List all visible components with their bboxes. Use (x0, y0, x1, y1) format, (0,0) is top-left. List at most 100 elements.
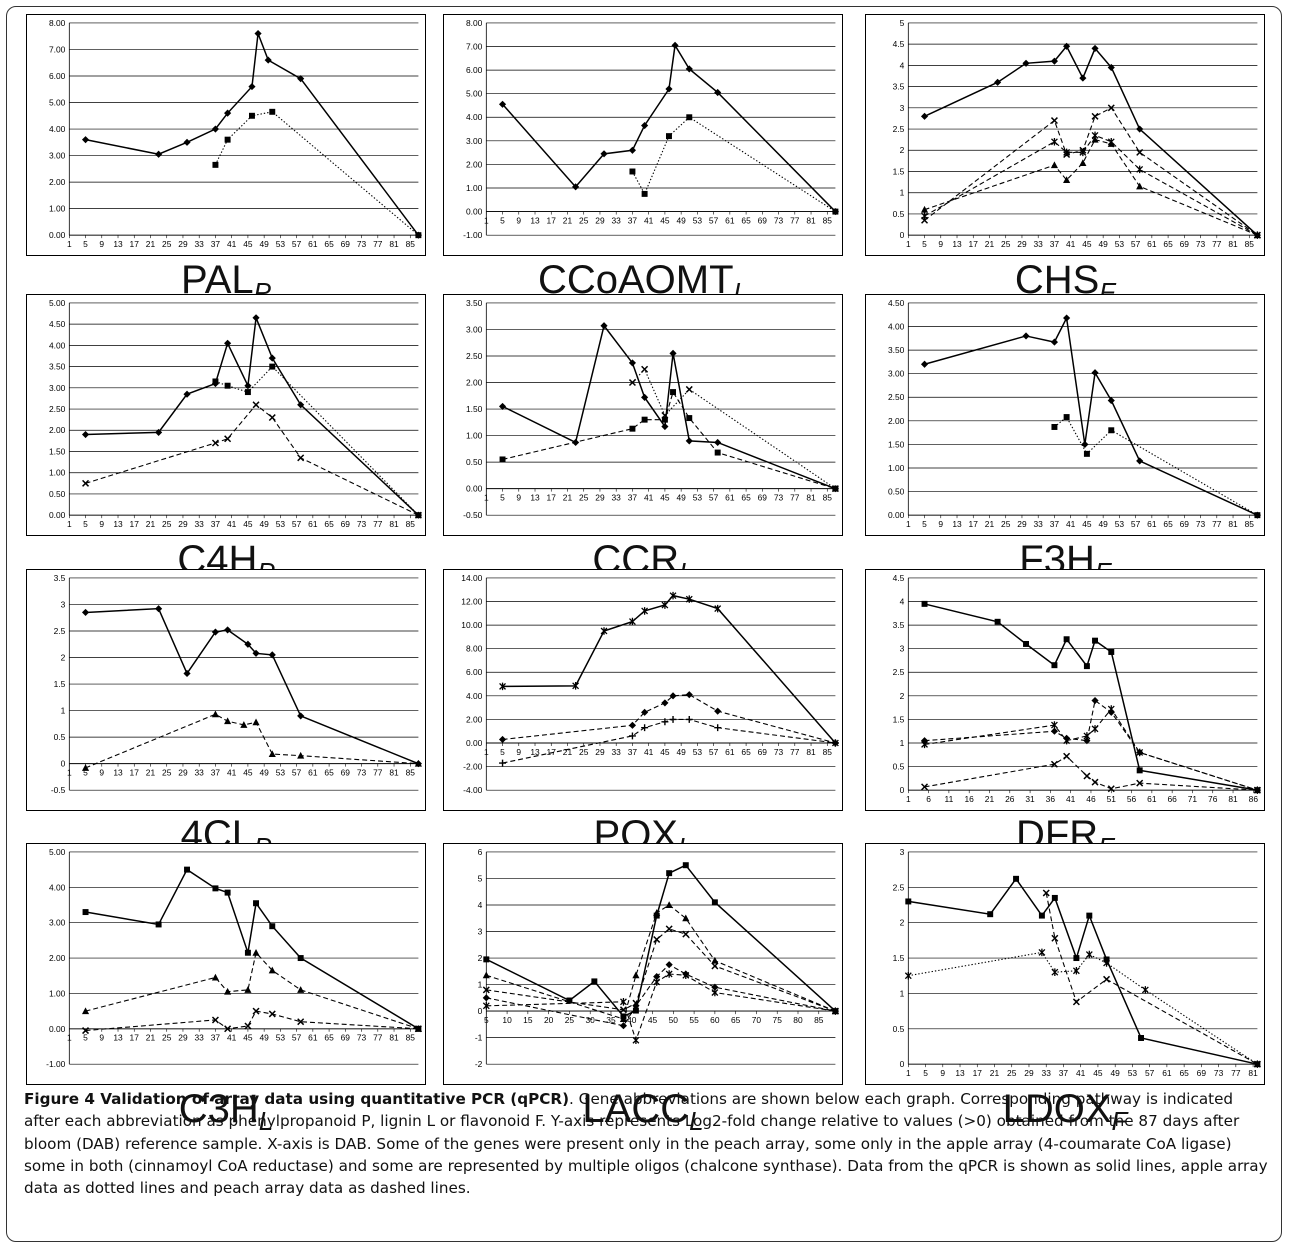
data-point (711, 956, 719, 964)
y-tick-label: 1.50 (49, 446, 66, 456)
y-tick-label: 8.00 (466, 18, 483, 28)
series-dashed-x (921, 752, 1261, 794)
x-tick-label: 61 (1147, 794, 1157, 804)
grid-lines (908, 22, 1258, 236)
y-tick-label: 0.00 (466, 484, 483, 494)
y-tick-label: 0 (61, 759, 66, 769)
data-point (641, 708, 649, 716)
data-point (711, 899, 718, 906)
data-point (244, 986, 252, 993)
data-point (685, 715, 693, 723)
y-tick-label: 1.5 (893, 714, 905, 724)
y-tick-label: 5 (478, 873, 483, 883)
y-tick-label: 4 (900, 596, 905, 606)
x-tick-label: 25 (579, 215, 589, 225)
data-point (268, 1010, 276, 1018)
data-point (1091, 696, 1099, 705)
chart-panel-c4h: 0.00 0.50 1.00 1.50 2.00 2.50 3.00 3.50 4.00 4.50… (26, 294, 426, 588)
x-tick-label: 73 (357, 1033, 367, 1043)
data-point (224, 1025, 232, 1033)
data-point (252, 1007, 260, 1015)
data-point (628, 146, 637, 154)
series-dashed-diamond (498, 691, 839, 747)
x-tick-label: 53 (693, 747, 703, 757)
x-tick-label: 65 (741, 215, 751, 225)
x-tick-label: 5 (83, 519, 88, 529)
data-point (714, 449, 721, 456)
x-tick-label: 81 (1228, 519, 1238, 529)
x-tick-label: 61 (1147, 239, 1157, 249)
data-point (619, 1015, 628, 1023)
x-tick-label: 45 (243, 519, 253, 529)
x-tick-label: 53 (276, 519, 286, 529)
data-point (499, 682, 506, 691)
series-line (486, 964, 836, 1027)
series-line (631, 368, 836, 490)
data-point (572, 682, 580, 690)
x-tick-label: 41 (1066, 239, 1076, 249)
chart-plot: -0.50 0.00 0.50 1.00 1.50 2.00 2.50 3.00 3.50 1 5 9… (443, 294, 843, 536)
x-tick-label: 5 (922, 239, 927, 249)
y-tick-label: 4.50 (49, 319, 66, 329)
series-solid-diamond (498, 322, 839, 493)
caption-title: Figure 4 Validation of array data using … (24, 1090, 570, 1108)
x-tick-label: 61 (308, 768, 318, 778)
x-tick-label: 25 (162, 1033, 172, 1043)
y-tick-label: 2.00 (49, 953, 66, 963)
x-tick-label: 65 (324, 1033, 334, 1043)
data-point (632, 1002, 640, 1010)
chart-plot: 00.511.522.533.544.51 6 11 16 21 26 31 36 41 46 51… (865, 569, 1265, 811)
series-line (486, 973, 836, 1042)
y-tick-label: 1 (61, 706, 66, 716)
y-tick-label: 0 (900, 1059, 905, 1069)
y-tick-label: 2.00 (466, 377, 483, 387)
series-line (908, 877, 1258, 1065)
data-point (224, 987, 232, 995)
x-tick-label: 53 (1128, 1068, 1138, 1078)
x-tick-label: 69 (1180, 519, 1190, 529)
y-tick-label: 4.50 (888, 298, 905, 308)
data-point (224, 339, 232, 347)
x-tick-label: 45 (1093, 1068, 1103, 1078)
x-tick-label: 9 (938, 519, 943, 529)
data-point (1051, 662, 1058, 669)
x-tick-label: 9 (516, 215, 521, 225)
x-tick-label: 37 (628, 493, 638, 503)
series-line (924, 755, 1258, 791)
data-point (600, 322, 608, 330)
series-dashed-diamond (920, 696, 1261, 794)
x-tick-label: 70 (752, 1015, 762, 1025)
x-tick-label: 13 (113, 1033, 123, 1043)
x-tick-label: 77 (373, 239, 383, 249)
x-tick-label: 81 (1228, 794, 1238, 804)
data-point (1038, 948, 1046, 957)
data-point (921, 600, 928, 607)
series-line (215, 365, 419, 516)
x-tick-label: 49 (1098, 239, 1108, 249)
data-point (252, 718, 260, 726)
x-tick-label: 5 (500, 493, 505, 503)
data-point (212, 378, 219, 385)
x-tick-label: 50 (669, 1015, 679, 1025)
data-point (264, 56, 272, 64)
data-point (994, 78, 1002, 86)
x-tick-label: 56 (1127, 794, 1137, 804)
x-tick-label: 21 (563, 215, 573, 225)
x-tick-label: 5 (83, 768, 88, 778)
data-point (183, 138, 191, 146)
y-tick-label: 4.5 (893, 39, 905, 49)
y-tick-label: 1 (900, 988, 905, 998)
x-tick-label: 73 (1196, 239, 1206, 249)
series-dashed-x (482, 925, 839, 1015)
series-dashed-triangle (920, 135, 1261, 239)
data-point (628, 721, 637, 729)
x-tick-label: 77 (1212, 519, 1222, 529)
data-point (1050, 57, 1059, 65)
data-point (184, 866, 190, 873)
x-tick-label: 65 (324, 768, 334, 778)
y-tick-label: 2 (478, 953, 483, 963)
data-point (665, 901, 673, 908)
series-dashed-diamond (482, 961, 839, 1030)
x-tick-label: 37 (211, 768, 221, 778)
data-point (1136, 182, 1144, 190)
